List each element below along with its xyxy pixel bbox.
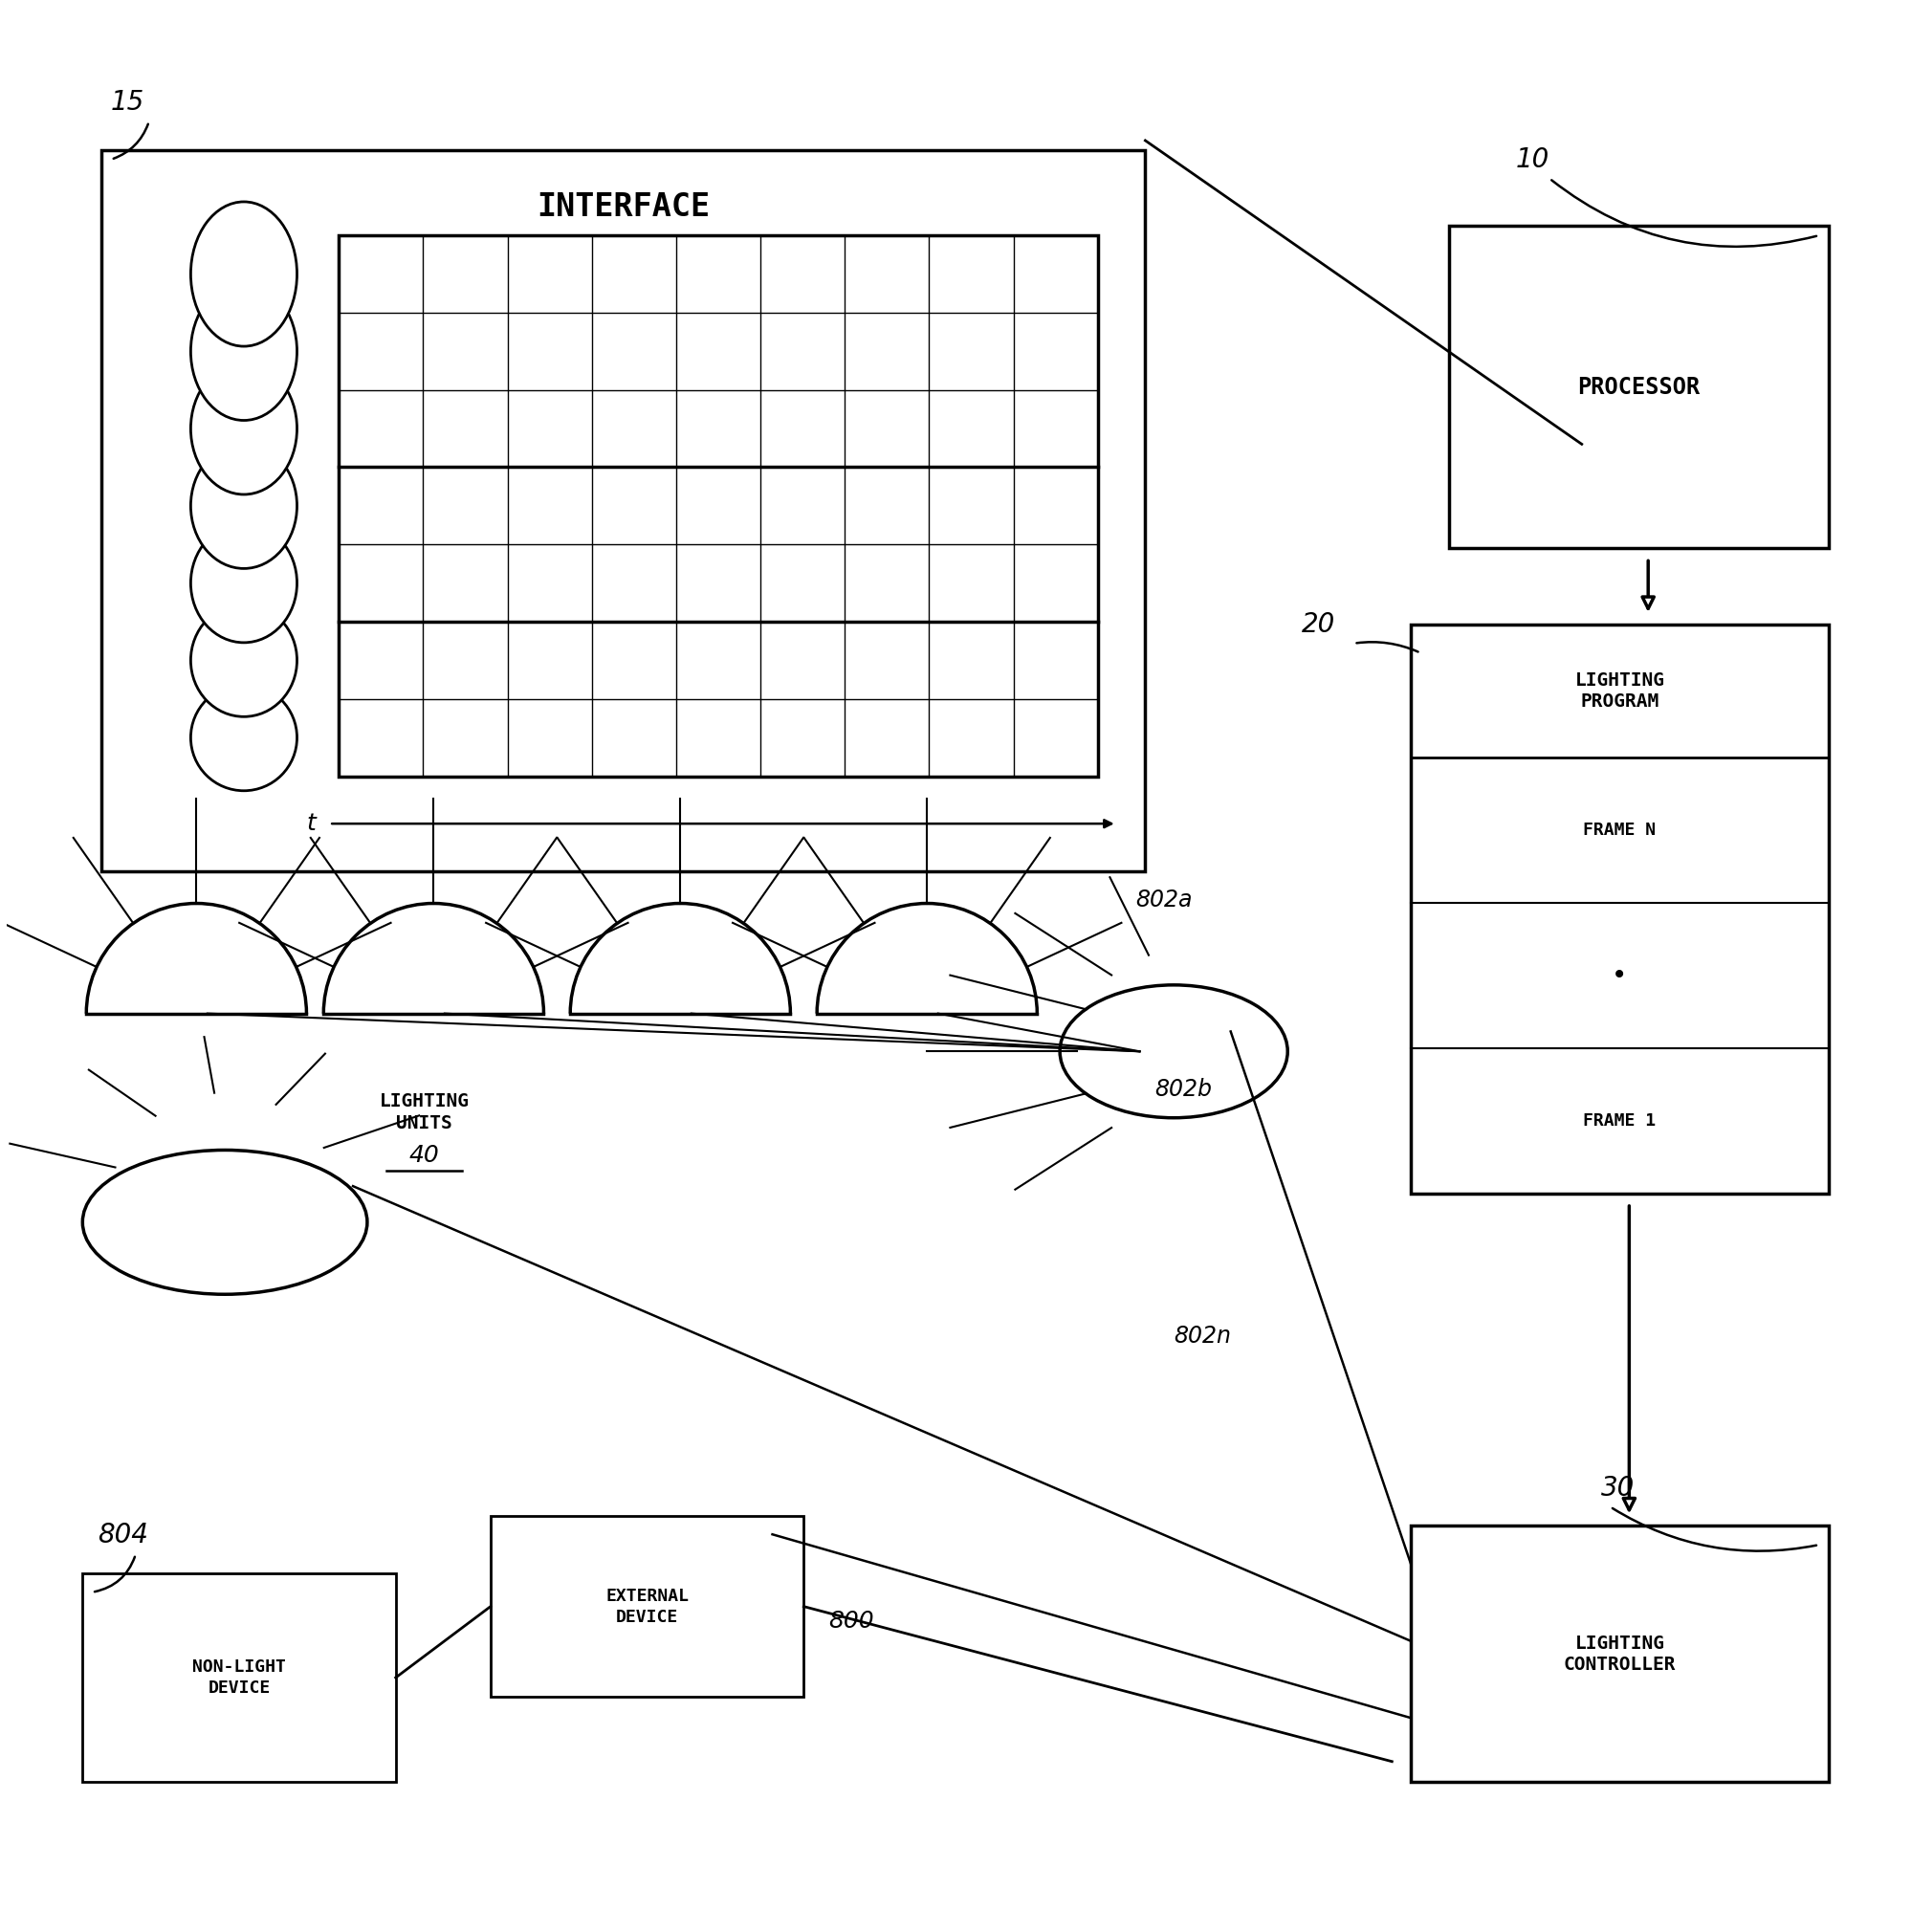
Ellipse shape: [191, 684, 296, 790]
Bar: [338, 236, 1097, 777]
Text: 802b: 802b: [1154, 1078, 1212, 1101]
Ellipse shape: [191, 363, 296, 495]
Ellipse shape: [191, 282, 296, 421]
Bar: [82, 1573, 396, 1781]
Text: t: t: [306, 811, 315, 835]
Text: 804: 804: [97, 1522, 149, 1549]
Bar: [1449, 226, 1829, 549]
Text: 20: 20: [1301, 611, 1336, 638]
Bar: [101, 151, 1145, 871]
Text: 10: 10: [1515, 147, 1550, 172]
Bar: [1410, 624, 1829, 1194]
Bar: [1410, 1526, 1829, 1781]
Bar: [491, 1517, 805, 1696]
Text: 40: 40: [409, 1144, 440, 1167]
Text: 802a: 802a: [1135, 889, 1192, 912]
Ellipse shape: [82, 1150, 367, 1294]
Text: NON-LIGHT
DEVICE: NON-LIGHT DEVICE: [193, 1658, 287, 1696]
Text: FRAME N: FRAME N: [1584, 821, 1657, 838]
Text: LIGHTING
PROGRAM: LIGHTING PROGRAM: [1575, 670, 1664, 711]
Text: PROCESSOR: PROCESSOR: [1577, 375, 1701, 398]
Ellipse shape: [191, 605, 296, 717]
Text: •: •: [1613, 962, 1628, 989]
Text: 802n: 802n: [1173, 1325, 1231, 1347]
Ellipse shape: [191, 201, 296, 346]
Ellipse shape: [191, 442, 296, 568]
Text: 800: 800: [827, 1609, 873, 1633]
Ellipse shape: [1061, 985, 1288, 1119]
Text: LIGHTING
UNITS: LIGHTING UNITS: [378, 1092, 468, 1132]
Text: 30: 30: [1601, 1474, 1634, 1501]
Ellipse shape: [191, 524, 296, 643]
Text: FRAME 1: FRAME 1: [1584, 1113, 1657, 1130]
Text: EXTERNAL
DEVICE: EXTERNAL DEVICE: [606, 1588, 688, 1625]
Text: INTERFACE: INTERFACE: [537, 191, 711, 222]
Text: LIGHTING
CONTROLLER: LIGHTING CONTROLLER: [1563, 1634, 1676, 1673]
Text: 15: 15: [111, 89, 145, 116]
